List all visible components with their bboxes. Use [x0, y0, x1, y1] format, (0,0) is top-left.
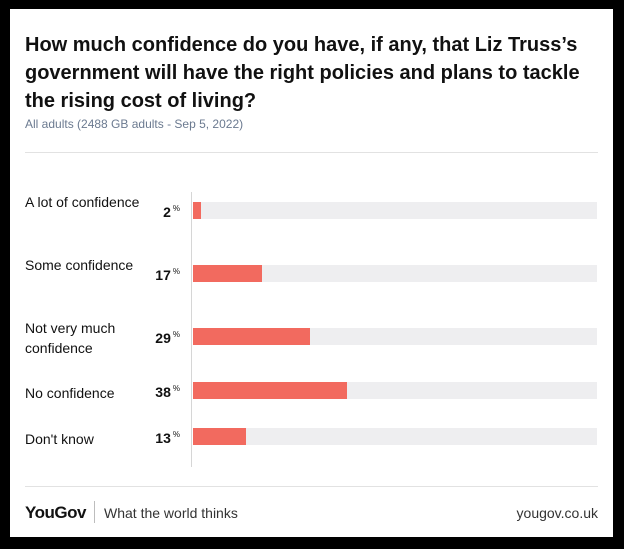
- category-label: A lot of confidence: [25, 194, 140, 210]
- value-label: 13%: [140, 430, 180, 446]
- percent-sign: %: [172, 430, 180, 439]
- baseline-axis: [191, 192, 192, 467]
- bar-row: No confidence 38%: [10, 381, 613, 441]
- yougov-logo: YouGov: [25, 503, 86, 522]
- category-label: Some confidence: [25, 257, 134, 273]
- chart-subtitle: All adults (2488 GB adults - Sep 5, 2022…: [25, 117, 244, 131]
- bar: [193, 382, 347, 399]
- bar-track: [193, 382, 597, 399]
- tagline: What the world thinks: [104, 505, 238, 521]
- percent-sign: %: [172, 204, 180, 213]
- bar: [193, 202, 202, 219]
- value-label: 17%: [140, 267, 180, 283]
- bar-track: [193, 202, 597, 219]
- bar-row: Some confidence 17%: [10, 255, 613, 315]
- bar-row: Don't know 13%: [10, 427, 613, 487]
- category-label: No confidence: [25, 385, 115, 401]
- site-url[interactable]: yougov.co.uk: [516, 505, 598, 521]
- header-divider: [25, 152, 598, 153]
- value-label: 2%: [140, 204, 180, 220]
- value-number: 2: [163, 204, 171, 220]
- chart-card: How much confidence do you have, if any,…: [10, 9, 613, 537]
- percent-sign: %: [172, 267, 180, 276]
- footer-separator: [94, 501, 95, 523]
- value-number: 38: [155, 384, 171, 400]
- bar-row: A lot of confidence 2%: [10, 192, 613, 252]
- category-label: Not very much confidence: [25, 320, 116, 356]
- value-number: 13: [155, 430, 171, 446]
- bar: [193, 328, 311, 345]
- bar: [193, 428, 246, 445]
- footer-divider: [25, 486, 598, 487]
- bar: [193, 265, 262, 282]
- value-label: 38%: [140, 384, 180, 400]
- percent-sign: %: [172, 330, 180, 339]
- chart-title: How much confidence do you have, if any,…: [25, 34, 580, 112]
- value-number: 29: [155, 330, 171, 346]
- bar-track: [193, 428, 597, 445]
- bar-track: [193, 265, 597, 282]
- value-number: 17: [155, 267, 171, 283]
- percent-sign: %: [172, 384, 180, 393]
- bar-row: Not very much confidence 29%: [10, 318, 613, 378]
- value-label: 29%: [140, 330, 180, 346]
- bar-track: [193, 328, 597, 345]
- category-label: Don't know: [25, 431, 94, 447]
